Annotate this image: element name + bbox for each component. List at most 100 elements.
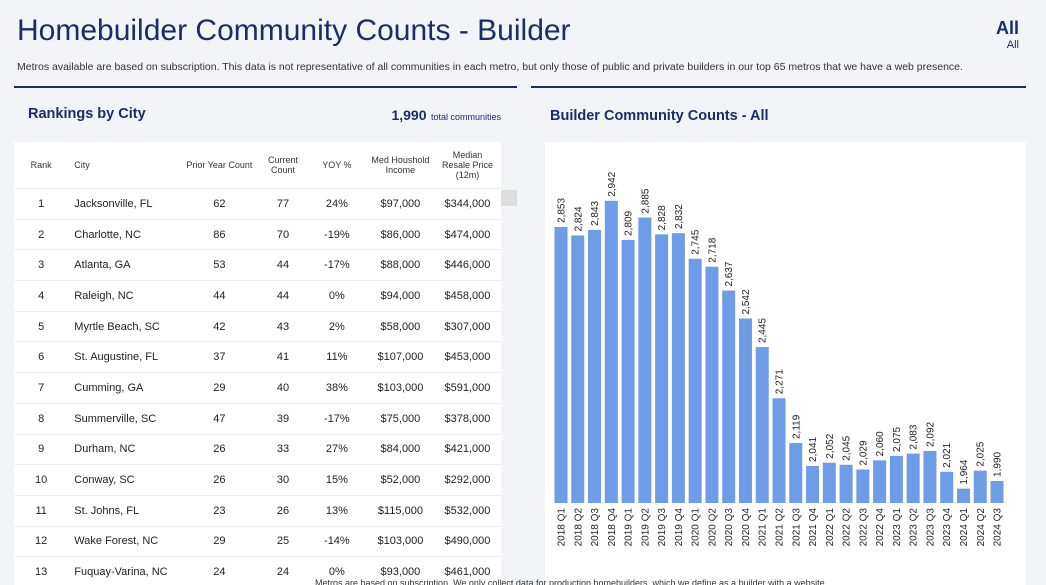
table-cell: 62: [179, 188, 260, 220]
bar: [822, 462, 836, 503]
value-label: 2,828: [657, 205, 668, 230]
table-cell: Charlotte, NC: [68, 218, 180, 250]
bar: [722, 290, 736, 503]
scrollbar[interactable]: [501, 190, 517, 206]
table-cell: 29: [179, 372, 260, 404]
table-cell: 12: [14, 525, 69, 557]
value-label: 2,843: [590, 200, 601, 225]
table-cell: 0%: [306, 280, 367, 312]
table-row: 11 St. Johns, FL 23 26 13% $115,000 $532,000: [14, 494, 501, 527]
x-tick-label: 2021 Q2: [775, 508, 786, 547]
value-label: 2,041: [808, 436, 819, 461]
table-cell: $94,000: [366, 280, 434, 312]
x-tick-label: 2024 Q3: [993, 508, 1004, 547]
table-cell: Durham, NC: [68, 433, 180, 465]
table-cell: 70: [259, 218, 307, 250]
bar: [906, 453, 920, 503]
table-cell: $115,000: [366, 494, 434, 527]
table-cell: 23: [179, 494, 260, 527]
table-cell: 37: [179, 341, 260, 373]
value-label: 2,718: [707, 237, 718, 262]
table-cell: Atlanta, GA: [68, 249, 180, 281]
column-header: Rank: [30, 160, 52, 170]
table-cell: 25: [259, 525, 307, 557]
table-cell: 29: [179, 525, 260, 557]
table-cell: 24%: [306, 188, 367, 220]
value-label: 1,964: [959, 459, 970, 484]
table-row: 4 Raleigh, NC 44 44 0% $94,000 $458,000: [14, 280, 501, 312]
x-tick-label: 2021 Q1: [758, 508, 769, 547]
x-tick-label: 2022 Q3: [858, 508, 869, 547]
table-cell: -17%: [306, 249, 367, 281]
value-label: 2,021: [942, 442, 953, 467]
column-header: Prior Year Count: [186, 160, 253, 170]
value-label: 2,885: [640, 188, 651, 213]
table-cell: 3: [14, 249, 69, 281]
table-row: 12 Wake Forest, NC 29 25 -14% $103,000 $490,00…: [14, 525, 501, 557]
bar: [621, 239, 635, 503]
table-cell: 47: [179, 402, 260, 434]
table-cell: 44: [259, 280, 307, 312]
table-row: 13 Fuquay-Varina, NC 24 24 0% $93,000 $461,000: [14, 556, 501, 585]
x-tick-label: 2018 Q4: [607, 508, 618, 547]
table-cell: Jacksonville, FL: [68, 188, 180, 220]
total: 1,990 total communities: [391, 107, 501, 125]
table-cell: 24: [179, 556, 260, 585]
x-tick-label: 2019 Q2: [640, 508, 651, 547]
panel-title: Rankings by City: [28, 106, 146, 122]
table-cell: Wake Forest, NC: [68, 525, 180, 557]
filter-label[interactable]: All: [995, 18, 1019, 38]
table-row: 6 St. Augustine, FL 37 41 11% $107,000 $453,00…: [14, 341, 501, 373]
bar: [554, 226, 568, 503]
table-cell: Cumming, GA: [68, 372, 180, 404]
table-cell: 33: [259, 433, 307, 465]
value-label: 2,029: [858, 440, 869, 465]
x-tick-label: 2018 Q3: [590, 508, 601, 547]
table-cell: $58,000: [366, 310, 434, 342]
table-cell: Myrtle Beach, SC: [68, 310, 180, 342]
bar: [588, 229, 602, 503]
table-cell: $88,000: [366, 249, 434, 281]
table-cell: $86,000: [366, 218, 434, 250]
table-cell: Fuquay-Varina, NC: [68, 556, 180, 585]
table-cell: 4: [14, 280, 69, 312]
bar: [856, 469, 870, 503]
table-cell: 86: [179, 218, 260, 250]
bar: [638, 217, 652, 503]
table-cell: 27%: [306, 433, 367, 465]
table-cell: $103,000: [366, 525, 434, 557]
table-cell: 13%: [306, 494, 367, 527]
table-cell: $97,000: [366, 188, 434, 220]
value-label: 2,824: [573, 206, 584, 231]
x-tick-label: 2018 Q2: [573, 508, 584, 547]
value-label: 2,092: [925, 421, 936, 446]
table-cell: $107,000: [366, 341, 434, 373]
value-label: 2,637: [724, 261, 735, 286]
x-tick-label: 2023 Q3: [925, 508, 936, 547]
table-cell: $75,000: [366, 402, 434, 434]
value-label: 2,119: [791, 414, 802, 439]
bar: [806, 465, 820, 503]
chart-panel: Builder Community Counts - All 2,853 2018…: [531, 86, 1026, 585]
table-cell: $93,000: [366, 556, 434, 585]
x-tick-label: 2019 Q1: [624, 508, 635, 547]
table-cell: $378,000: [433, 402, 501, 434]
value-label: 2,832: [674, 204, 685, 229]
table-cell: 11: [14, 494, 69, 527]
table-cell: 15%: [306, 464, 367, 496]
table-cell: 2: [14, 218, 69, 250]
column-header: YOY %: [322, 160, 352, 170]
filter-value[interactable]: All: [1006, 39, 1019, 51]
bar: [755, 347, 769, 503]
chart-title: Builder Community Counts - All: [550, 108, 769, 124]
total-value: 1,990: [391, 107, 427, 123]
subtitle: Metros available are based on subscripti…: [17, 61, 963, 73]
x-tick-label: 2019 Q4: [674, 508, 685, 547]
table-cell: $84,000: [366, 433, 434, 465]
value-label: 2,445: [758, 318, 769, 343]
value-label: 2,025: [976, 441, 987, 466]
table-row: 10 Conway, SC 26 30 15% $52,000 $292,000: [14, 464, 501, 496]
x-tick-label: 2024 Q1: [959, 508, 970, 547]
table-cell: $458,000: [433, 280, 501, 312]
table-cell: 38%: [306, 372, 367, 404]
